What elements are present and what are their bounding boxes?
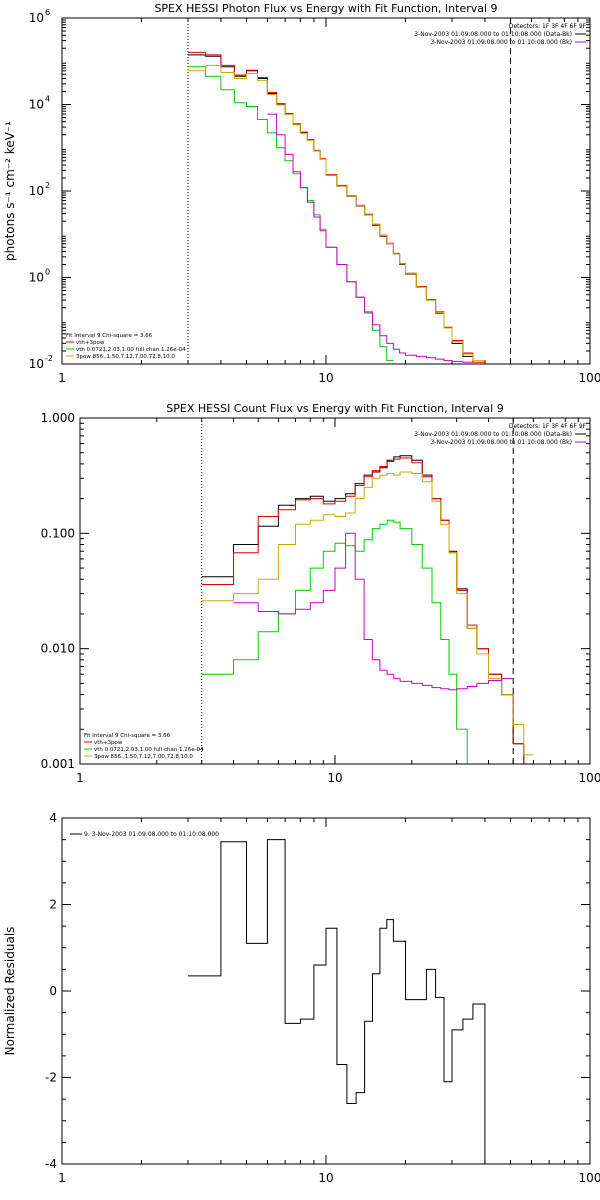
series-group: [201, 455, 534, 764]
y-tick-exponent: 2: [45, 181, 50, 190]
series-line-3: [188, 64, 485, 362]
legend-entry: Fit Interval 9 Chi-square = 3.66: [66, 333, 153, 339]
y-tick-exponent: 6: [45, 8, 50, 17]
chart-title: SPEX HESSI Count Flux vs Energy with Fit…: [166, 402, 503, 415]
y-axis-label: Normalized Residuals: [3, 927, 17, 1056]
x-tick-label: 100: [579, 771, 600, 785]
plot-frame: [61, 817, 591, 1165]
y-tick-label: 4: [49, 811, 57, 825]
y-tick-exponent: 0: [45, 268, 50, 277]
series-line-2: [201, 519, 477, 764]
y-tick-label: 10: [29, 98, 44, 112]
x-tick-label: 10: [318, 371, 333, 385]
series-line-0: [201, 455, 534, 764]
series-line-0: [188, 839, 499, 1164]
photon-flux-panel: SPEX HESSI Photon Flux vs Energy with Fi…: [3, 2, 600, 385]
y-tick-label: -4: [45, 1157, 57, 1171]
y-tick-label: 2: [49, 898, 57, 912]
y-tick-label: 10: [29, 11, 44, 25]
legend-entry: Fit Interval 9 Chi-square = 3.66: [84, 733, 171, 739]
y-tick-label: -2: [45, 1071, 57, 1085]
series-line-2: [188, 66, 394, 362]
y-axis-label: photons s⁻¹ cm⁻² keV⁻¹: [3, 121, 17, 261]
y-tick-label: 0.010: [41, 642, 75, 656]
y-tick-exponent: 4: [45, 95, 50, 104]
x-tick-label: 1: [58, 371, 66, 385]
y-tick-label: 0: [49, 984, 57, 998]
y-tick-label: 0.001: [41, 757, 75, 771]
series-line-1: [188, 51, 485, 363]
x-tick-label: 100: [579, 1171, 600, 1185]
y-tick-exponent: -2: [45, 354, 53, 363]
legend-entry: vth 0.0721,2.03,1.00 full chan 1.26e-04: [76, 347, 186, 353]
y-tick-label: 1.000: [41, 411, 75, 425]
series-line-4: [233, 532, 514, 691]
x-tick-label: 1: [58, 1171, 66, 1185]
legend-entry: vth+3pow: [76, 340, 105, 346]
series-line-0: [188, 54, 473, 357]
legend-entry: Detectors: 1F 3F 4F 6F 9F: [509, 423, 587, 430]
y-tick-label: 0.100: [41, 526, 75, 540]
series-group: [188, 839, 499, 1164]
residuals-panel: Normalized Residuals 1 10 100 -4 -2 0 2 4 9. 3-No…: [3, 811, 600, 1185]
legend-entry: Detectors: 1F 3F 4F 6F 9F: [509, 23, 587, 30]
series-line-1: [201, 457, 534, 764]
series-line-4: [267, 113, 473, 363]
legend-entry: 3-Nov-2003 01:09:08.000 to 01:10:08.000 …: [430, 39, 572, 46]
x-tick-label: 1: [76, 771, 84, 785]
legend-entry: 9. 3-Nov-2003 01:09:08.000 to 01:10:08.0…: [84, 831, 219, 838]
plot-frame: [61, 17, 591, 365]
plot-frame: [79, 417, 591, 765]
series-line-3: [201, 471, 534, 756]
legend-entry: 3-Nov-2003 01:09:08.000 to 01:10:08.000 …: [414, 431, 572, 438]
legend-entry: 3-Nov-2003 01:09:08.000 to 01:10:08.000 …: [430, 439, 572, 446]
count-flux-panel: SPEX HESSI Count Flux vs Energy with Fit…: [41, 402, 600, 785]
legend-entry: 3pow 856.,1.50,7.12,7.00,72.8,10.0: [76, 354, 175, 360]
y-tick-label: 10: [29, 184, 44, 198]
x-tick-label: 10: [327, 771, 342, 785]
y-tick-label: 10: [29, 357, 44, 371]
legend-entry: 3pow 856.,1.50,7.12,7.00,72.8,10.0: [94, 754, 193, 760]
series-group: [188, 51, 485, 363]
y-tick-label: 10: [29, 271, 44, 285]
legend-entry: 3-Nov-2003 01:09:08.000 to 01:10:08.000 …: [414, 31, 572, 38]
x-tick-label: 10: [318, 1171, 333, 1185]
chart-title: SPEX HESSI Photon Flux vs Energy with Fi…: [154, 2, 497, 15]
legend-entry: vth+3pow: [94, 740, 123, 746]
legend-entry: vth 0.0721,2.03,1.00 full chan 1.26e-04: [94, 747, 204, 753]
x-tick-label: 100: [579, 371, 600, 385]
